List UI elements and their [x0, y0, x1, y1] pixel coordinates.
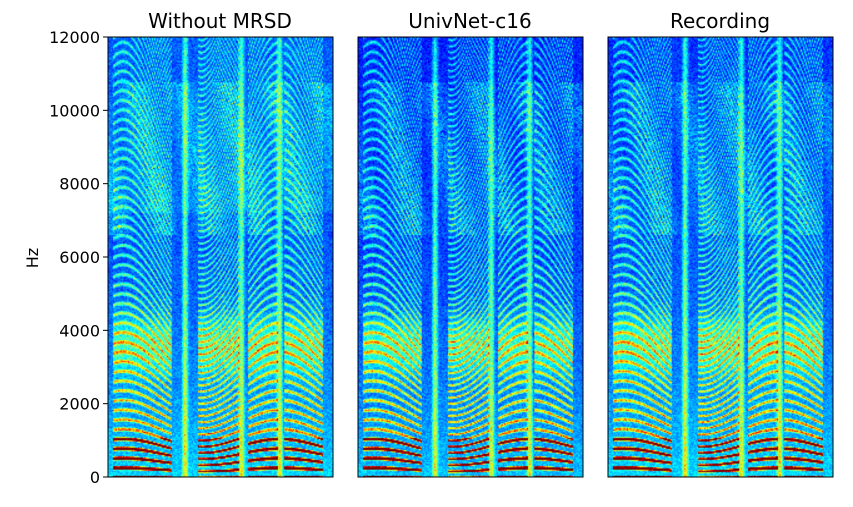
y-tick-label: 6000: [59, 248, 100, 267]
y-tick-label: 4000: [59, 321, 100, 340]
y-tick-label: 2000: [59, 395, 100, 414]
spectrogram-univnet-c16: [358, 37, 583, 477]
panel-univnet-c16: UnivNet-c16: [357, 9, 584, 478]
plot-frame-recording: [607, 36, 834, 478]
plot-frame-without-mrsd: [107, 36, 334, 478]
panel-title-recording: Recording: [670, 9, 770, 33]
y-tick-label: 8000: [59, 175, 100, 194]
spectrogram-without-mrsd: [108, 37, 333, 477]
y-tick-label: 12000: [49, 28, 100, 47]
panel-without-mrsd: Without MRSD: [107, 9, 334, 478]
y-axis-ticks: 0 2000 4000 6000 8000 10000 12000: [49, 28, 108, 487]
panel-title-univnet-c16: UnivNet-c16: [408, 9, 531, 33]
y-tick-label: 0: [90, 468, 100, 487]
spectrogram-recording: [608, 37, 833, 477]
panel-recording: Recording: [607, 9, 834, 478]
panel-title-without-mrsd: Without MRSD: [148, 9, 292, 33]
y-axis-label: Hz: [23, 248, 42, 268]
plot-frame-univnet-c16: [357, 36, 584, 478]
y-tick-label: 10000: [49, 101, 100, 120]
